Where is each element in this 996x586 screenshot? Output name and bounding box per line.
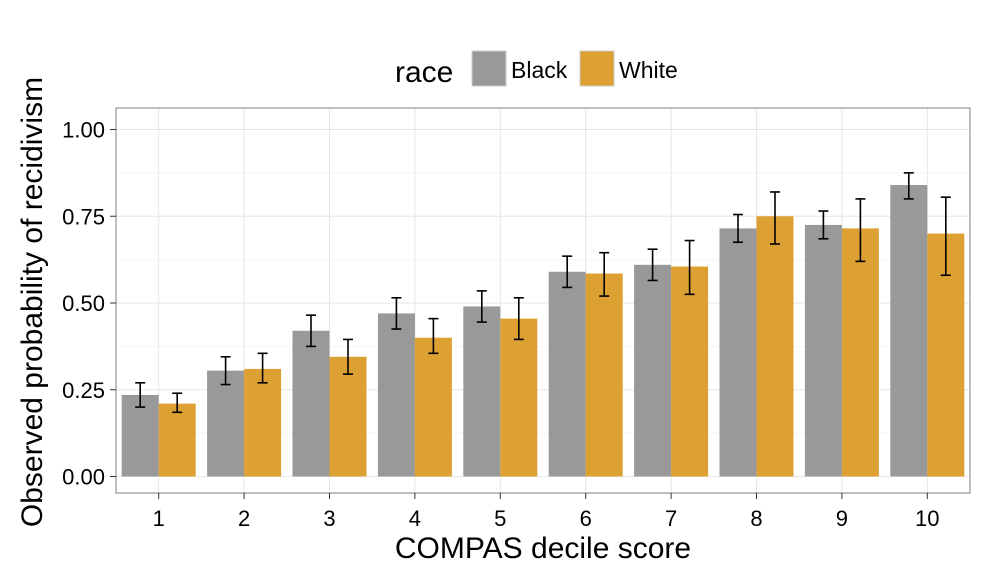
- x-tick-label: 4: [409, 506, 421, 531]
- error-bar-black-3: [306, 314, 316, 348]
- error-bar-black-7: [647, 248, 658, 282]
- error-bar-white-9: [855, 198, 866, 263]
- y-tick-label: 0.75: [62, 204, 105, 229]
- y-tick-label: 1.00: [62, 118, 105, 143]
- y-axis: 0.00 0.25 0.50 0.75 1.00: [62, 118, 116, 490]
- error-bar-black-10: [903, 172, 914, 200]
- bar-black-4: [377, 313, 415, 477]
- bar-black-10: [890, 185, 928, 477]
- x-tick-label: 9: [836, 506, 848, 531]
- error-bar-white-1: [172, 392, 183, 414]
- y-tick-label: 0.00: [62, 465, 105, 490]
- bar-white-7: [671, 266, 709, 477]
- x-tick-label: 2: [238, 506, 250, 531]
- error-bar-white-6: [599, 251, 610, 297]
- bar-white-4: [414, 337, 452, 477]
- bar-black-3: [292, 330, 330, 477]
- bar-white-5: [500, 318, 538, 477]
- bar-black-1: [121, 394, 159, 477]
- legend: race Black White: [395, 50, 678, 89]
- plot-border: [115, 107, 971, 494]
- x-tick-label: 5: [494, 506, 506, 531]
- bar-white-3: [329, 356, 367, 477]
- x-axis-title: COMPAS decile score: [395, 532, 691, 565]
- error-bar-white-8: [770, 191, 780, 245]
- y-tick-label: 0.50: [62, 291, 105, 316]
- error-bar-black-4: [391, 296, 402, 330]
- legend-label-black: Black: [511, 57, 568, 83]
- bar-black-2: [207, 370, 245, 477]
- x-tick-label: 1: [153, 506, 165, 531]
- legend-label-white: White: [619, 57, 678, 83]
- y-axis-title: Observed probability of recidivism: [16, 77, 49, 527]
- error-bar-black-6: [562, 255, 573, 289]
- bar-white-2: [244, 368, 282, 477]
- legend-key-white: [579, 50, 615, 87]
- bar-black-8: [719, 228, 757, 477]
- error-bar-black-2: [220, 355, 231, 386]
- bar-white-6: [585, 273, 623, 477]
- error-bars: [135, 172, 951, 414]
- x-tick-label: 8: [750, 506, 762, 531]
- error-bar-black-9: [818, 210, 829, 240]
- error-bar-black-1: [135, 382, 146, 408]
- error-bar-white-3: [343, 338, 353, 375]
- error-bar-white-5: [513, 296, 524, 341]
- bars: [121, 185, 965, 477]
- x-tick-label: 7: [665, 506, 677, 531]
- x-tick-label: 3: [323, 506, 335, 531]
- bar-white-9: [841, 228, 879, 477]
- x-tick-label: 6: [580, 506, 592, 531]
- error-bar-white-4: [428, 317, 439, 355]
- legend-key-black: [471, 50, 507, 87]
- bar-black-5: [463, 306, 501, 477]
- error-bar-black-5: [476, 290, 487, 323]
- x-axis: 1 2 3 4 5 6 7 8 9 10: [153, 493, 940, 531]
- bar-white-8: [756, 216, 794, 477]
- bar-black-6: [548, 271, 586, 477]
- bar-black-9: [804, 224, 842, 477]
- x-tick-label: 10: [915, 506, 939, 531]
- error-bar-black-8: [733, 213, 743, 244]
- legend-title: race: [395, 56, 453, 89]
- error-bar-white-7: [684, 239, 695, 296]
- bar-black-7: [634, 264, 672, 477]
- error-bar-white-10: [940, 196, 951, 277]
- error-bar-white-2: [257, 352, 268, 384]
- bar-white-1: [158, 403, 196, 477]
- y-tick-label: 0.25: [62, 378, 105, 403]
